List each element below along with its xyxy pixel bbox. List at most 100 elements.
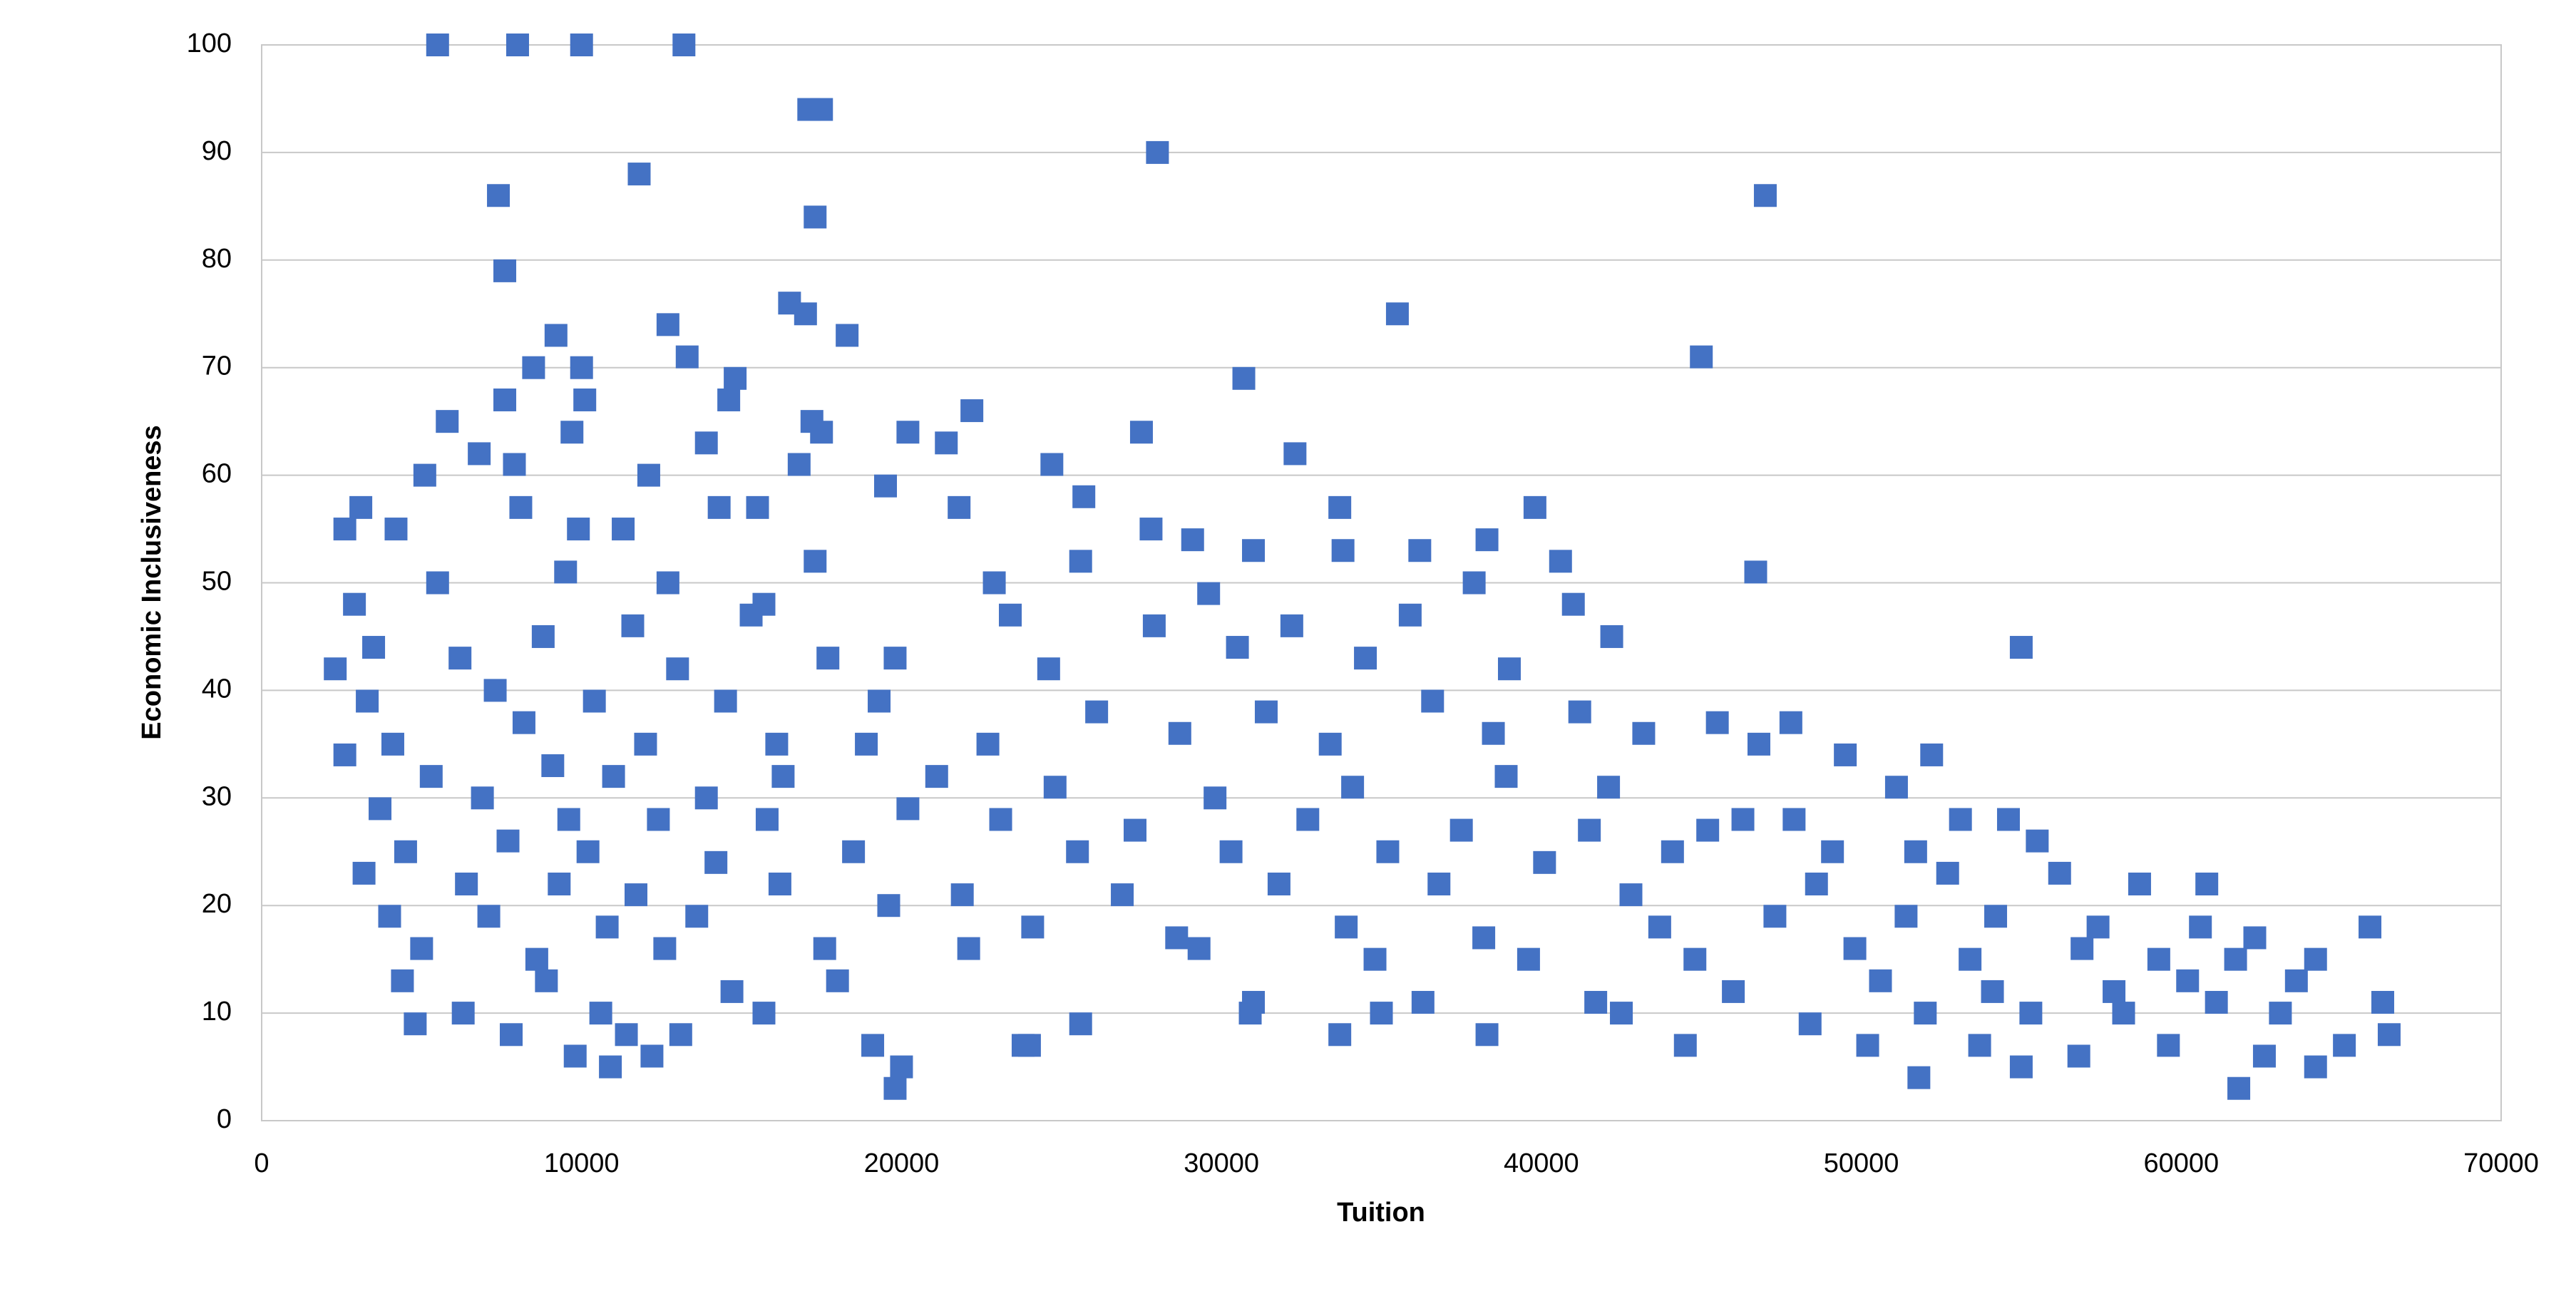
- point: [873, 474, 897, 498]
- x-tick-label: 60000: [2143, 1148, 2219, 1178]
- point: [1578, 818, 1601, 842]
- point: [1254, 700, 1278, 724]
- point: [877, 894, 900, 917]
- point: [525, 947, 548, 971]
- point: [448, 647, 472, 670]
- point: [487, 184, 510, 207]
- point: [381, 732, 404, 756]
- point: [1354, 647, 1377, 670]
- point: [666, 657, 689, 681]
- point: [1600, 624, 1623, 648]
- point: [522, 356, 545, 379]
- point: [324, 657, 347, 681]
- point: [1673, 1034, 1697, 1057]
- point: [842, 840, 866, 863]
- point: [1821, 840, 1844, 863]
- point: [563, 1044, 587, 1068]
- point: [998, 603, 1022, 627]
- point: [1584, 991, 1608, 1014]
- point: [509, 495, 533, 519]
- point: [1856, 1034, 1879, 1057]
- x-tick-label: 40000: [1504, 1148, 1579, 1178]
- point: [2009, 636, 2033, 659]
- point: [1069, 550, 1092, 573]
- point: [1226, 636, 1249, 659]
- point: [570, 356, 593, 379]
- point: [471, 786, 494, 810]
- point: [1165, 926, 1189, 950]
- point: [1187, 937, 1211, 960]
- point: [1683, 947, 1707, 971]
- point: [1017, 1034, 1041, 1057]
- point: [1296, 808, 1320, 831]
- point: [669, 1023, 692, 1047]
- point: [868, 689, 891, 713]
- point: [615, 1023, 638, 1047]
- point: [506, 34, 529, 56]
- point: [1696, 818, 1720, 842]
- point: [599, 1055, 622, 1079]
- point: [640, 1044, 664, 1068]
- point: [1705, 711, 1729, 734]
- y-tick-label: 0: [217, 1104, 232, 1134]
- y-tick-label: 10: [202, 997, 232, 1027]
- point: [810, 421, 833, 444]
- point: [419, 765, 443, 788]
- point: [2086, 915, 2110, 939]
- point: [717, 388, 741, 411]
- point: [1523, 495, 1546, 519]
- point: [349, 495, 373, 519]
- point: [826, 969, 849, 992]
- point: [1843, 937, 1867, 960]
- point: [1690, 345, 1713, 369]
- point: [647, 808, 670, 831]
- point: [1040, 453, 1064, 476]
- point: [816, 647, 840, 670]
- point: [804, 550, 827, 573]
- point: [602, 765, 625, 788]
- point: [1597, 776, 1621, 799]
- point: [1242, 539, 1266, 562]
- point: [1204, 786, 1227, 810]
- point: [2304, 947, 2327, 971]
- point: [1472, 926, 1496, 950]
- point: [1907, 1066, 1931, 1089]
- point: [2067, 1044, 2090, 1068]
- point: [1066, 840, 1089, 863]
- point: [2195, 873, 2219, 896]
- point: [410, 937, 433, 960]
- point: [477, 905, 501, 928]
- point: [1568, 700, 1591, 724]
- point: [369, 797, 392, 821]
- point: [1021, 915, 1045, 939]
- point: [704, 850, 728, 874]
- point: [2359, 915, 2382, 939]
- point: [1996, 808, 2020, 831]
- point: [685, 905, 709, 928]
- point: [624, 883, 647, 907]
- point: [554, 560, 578, 584]
- point: [627, 163, 651, 186]
- point: [1533, 850, 1556, 874]
- point: [2304, 1055, 2327, 1079]
- point: [896, 797, 920, 821]
- point: [1043, 776, 1067, 799]
- x-tick-label: 30000: [1184, 1148, 1259, 1178]
- point: [1920, 743, 1944, 766]
- point: [2147, 947, 2170, 971]
- point: [1376, 840, 1400, 863]
- point: [656, 313, 679, 336]
- x-tick-label: 70000: [2463, 1148, 2539, 1178]
- point: [1744, 560, 1767, 584]
- point: [612, 518, 635, 541]
- y-tick-label: 70: [202, 351, 232, 381]
- point: [1421, 689, 1444, 713]
- point: [1904, 840, 1927, 863]
- point: [1363, 947, 1387, 971]
- point: [1449, 818, 1473, 842]
- point: [1328, 1023, 1352, 1047]
- point: [1232, 366, 1256, 390]
- point: [356, 689, 379, 713]
- point: [714, 689, 737, 713]
